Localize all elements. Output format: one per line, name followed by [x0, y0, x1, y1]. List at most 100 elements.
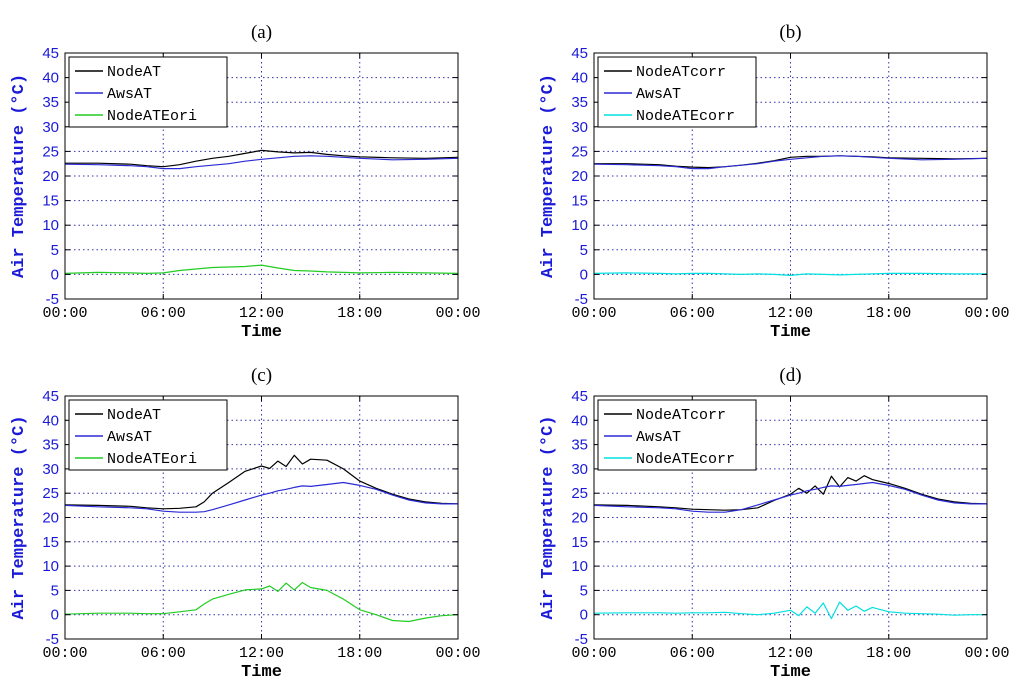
y-tick-label: 0: [51, 607, 59, 624]
panel-title: (c): [251, 365, 272, 386]
x-tick-label: 00:00: [571, 645, 616, 662]
y-tick-label: 20: [42, 510, 59, 527]
y-tick-label: -5: [46, 631, 59, 648]
panel-b: (b) -5 0 5 10 15 20 25 30 35 40 45 00:00 06:00 12:00 18…: [539, 22, 1010, 342]
x-tick-label: 18:00: [866, 305, 911, 322]
y-tick-label: -5: [46, 291, 59, 308]
y-tick-label: 15: [571, 534, 588, 551]
legend-label: NodeATcorr: [636, 407, 726, 424]
x-tick-label: 00:00: [435, 645, 480, 662]
y-axis-label: Air Temperature (°C): [539, 74, 558, 278]
y-tick-label: 25: [42, 143, 59, 160]
y-axis-label: Air Temperature (°C): [10, 415, 29, 619]
y-tick-label: 30: [571, 119, 588, 136]
legend-label: NodeAT: [107, 407, 161, 424]
panel-title: (a): [251, 22, 272, 43]
y-tick-label: 10: [571, 217, 588, 234]
y-tick-label: 35: [42, 437, 59, 454]
x-tick-label: 00:00: [435, 305, 480, 322]
y-tick-label: 15: [571, 193, 588, 210]
panel-c: (c) -5 0 5 10 15 20 25 30 35 40 45 00:00 06:00 12:00 18…: [10, 365, 481, 682]
y-tick-label: 40: [42, 70, 59, 87]
legend: NodeAT AwsAT NodeATEori: [68, 399, 228, 471]
y-tick-label: 25: [42, 485, 59, 502]
x-axis-label: Time: [241, 323, 282, 342]
y-axis-label: Air Temperature (°C): [539, 415, 558, 619]
panel-a: (a) -5 0 5 10 15 20 25 30 35 40 45 00:00 06:00 12:00 18…: [10, 22, 481, 342]
legend-label: AwsAT: [107, 429, 152, 446]
x-tick-label: 18:00: [866, 645, 911, 662]
y-tick-label: 40: [42, 412, 59, 429]
y-tick-label: 0: [51, 266, 59, 283]
legend-label: AwsAT: [107, 86, 152, 103]
series-line-NodeATEcorr: [593, 601, 987, 620]
legend-label: NodeAT: [107, 64, 161, 81]
y-tick-label: 15: [42, 193, 59, 210]
y-tick-label: 45: [571, 45, 588, 62]
legend: NodeATcorr AwsAT NodeATEcorr: [597, 56, 757, 128]
series-line-NodeATcorr: [593, 475, 988, 511]
x-tick-label: 12:00: [239, 305, 284, 322]
y-tick-label: 20: [571, 168, 588, 185]
x-axis-label: Time: [241, 663, 282, 682]
y-tick-label: 45: [42, 45, 59, 62]
y-axis-label: Air Temperature (°C): [10, 74, 29, 278]
y-tick-label: 20: [42, 168, 59, 185]
y-tick-label: 5: [51, 242, 59, 259]
y-tick-label: 35: [571, 437, 588, 454]
panel-title: (b): [779, 22, 801, 43]
y-tick-label: 0: [580, 266, 588, 283]
y-tick-label: 5: [580, 582, 588, 599]
y-tick-label: 45: [571, 388, 588, 405]
x-tick-label: 06:00: [141, 305, 186, 322]
y-tick-label: 5: [580, 242, 588, 259]
y-tick-label: 40: [571, 412, 588, 429]
y-tick-label: 30: [571, 461, 588, 478]
x-tick-label: 06:00: [670, 645, 715, 662]
y-tick-label: -5: [575, 291, 588, 308]
legend: NodeATcorr AwsAT NodeATEcorr: [597, 399, 757, 471]
x-tick-label: 06:00: [670, 305, 715, 322]
y-tick-label: 15: [42, 534, 59, 551]
series-line-AwsAT: [593, 481, 987, 513]
series-line-AwsAT: [64, 155, 459, 170]
y-tick-label: 40: [571, 70, 588, 87]
y-tick-label: 30: [42, 461, 59, 478]
x-tick-label: 00:00: [42, 645, 87, 662]
panel-title: (d): [779, 365, 801, 386]
y-tick-label: 45: [42, 388, 59, 405]
series-line-AwsAT: [593, 155, 988, 170]
x-axis-label: Time: [770, 663, 811, 682]
series-line-AwsAT: [64, 481, 458, 513]
y-tick-label: 20: [571, 510, 588, 527]
x-tick-label: 00:00: [964, 645, 1009, 662]
x-tick-label: 12:00: [768, 645, 813, 662]
series-line-NodeAT: [65, 149, 459, 168]
y-tick-label: 0: [580, 607, 588, 624]
y-tick-label: 10: [571, 558, 588, 575]
y-tick-label: 5: [51, 582, 59, 599]
legend-label: NodeATEcorr: [636, 451, 735, 468]
series-line-NodeATEori: [64, 581, 459, 623]
y-tick-label: 35: [42, 94, 59, 111]
x-tick-label: 18:00: [337, 645, 382, 662]
y-tick-label: 10: [42, 558, 59, 575]
series-line-NodeATEori: [64, 264, 459, 274]
panel-d: (d) -5 0 5 10 15 20 25 30 35 40 45 00:00 06:00 12:00 18…: [539, 365, 1010, 682]
legend-label: NodeATEori: [107, 108, 197, 125]
x-tick-label: 18:00: [337, 305, 382, 322]
legend-label: AwsAT: [636, 429, 681, 446]
series-line-NodeAT: [64, 454, 459, 510]
y-tick-label: -5: [575, 631, 588, 648]
x-tick-label: 00:00: [571, 305, 616, 322]
legend-label: NodeATcorr: [636, 64, 726, 81]
x-tick-label: 12:00: [239, 645, 284, 662]
y-tick-label: 10: [42, 217, 59, 234]
legend-label: NodeATEori: [107, 451, 197, 468]
y-tick-label: 35: [571, 94, 588, 111]
y-tick-label: 25: [571, 485, 588, 502]
x-tick-label: 00:00: [42, 305, 87, 322]
y-tick-label: 25: [571, 143, 588, 160]
legend-label: NodeATEcorr: [636, 108, 735, 125]
